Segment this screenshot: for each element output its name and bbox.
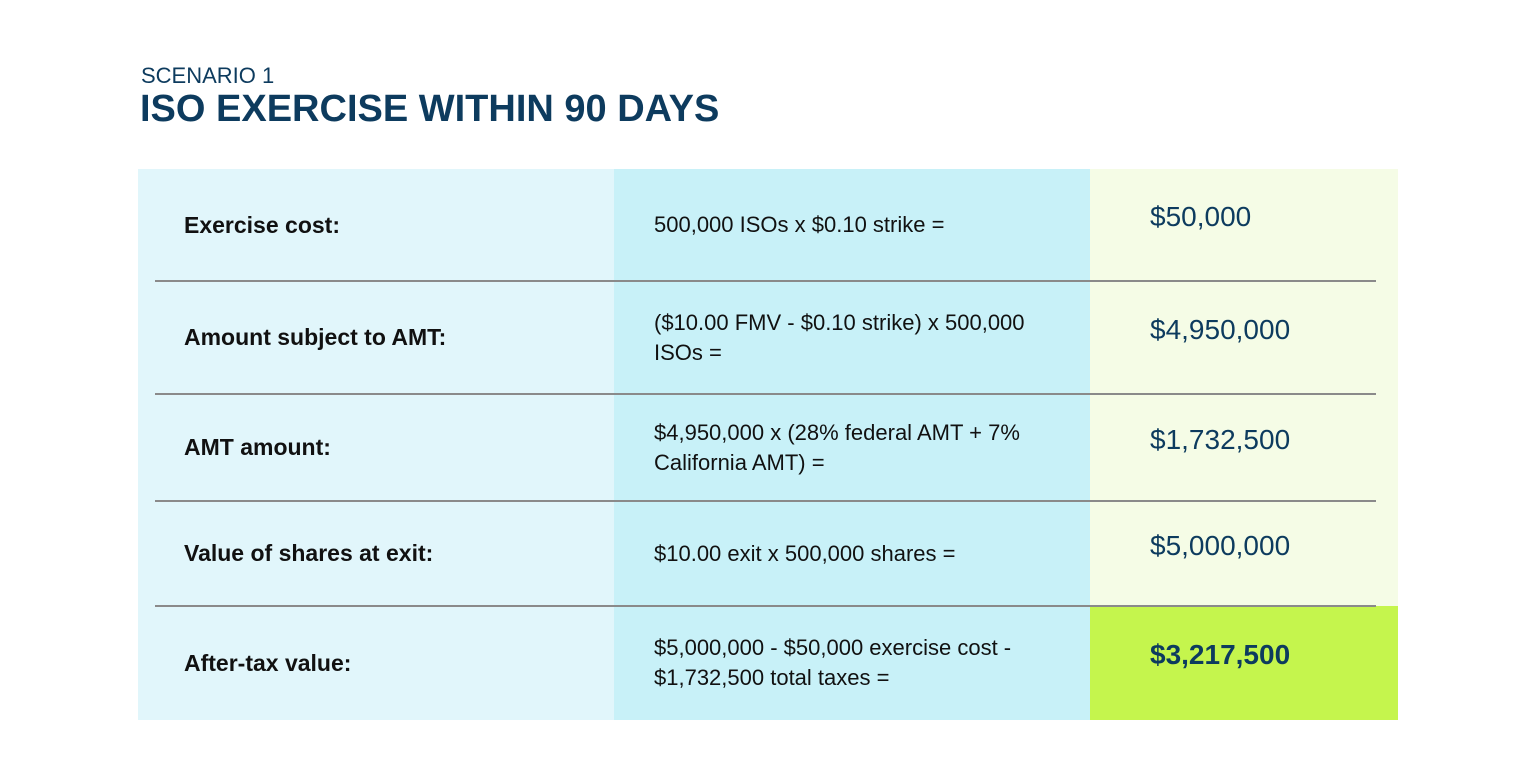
label: After-tax value: (184, 649, 352, 676)
formula: $10.00 exit x 500,000 shares = (654, 540, 956, 566)
table-row: Value of shares at exit: $10.00 exit x 50… (138, 500, 1398, 606)
formula: 500,000 ISOs x $0.10 strike = (654, 212, 945, 237)
row-separator (155, 500, 1376, 502)
result: $3,217,500 (1150, 639, 1291, 670)
label: Exercise cost: (184, 211, 340, 238)
label: Value of shares at exit: (184, 540, 434, 566)
table-row: AMT amount: $4,950,000 x (28% federal AMT… (138, 393, 1398, 501)
table-row: Amount subject to AMT: ($10.00 FMV - $0.1… (138, 280, 1398, 394)
eyebrow: SCENARIO 1 (141, 63, 275, 88)
label: Amount subject to AMT: (184, 324, 447, 350)
result: $50,000 (1150, 201, 1252, 232)
table: Exercise cost: 500,000 ISOs x $0.10 strik… (138, 169, 1398, 720)
formula: ($10.00 FMV - $0.10 strike) x 500,000 IS… (654, 309, 1025, 365)
col-bg (614, 169, 1090, 720)
row-separator (155, 280, 1376, 282)
result: $1,732,500 (1150, 423, 1291, 455)
col-bg (138, 169, 614, 720)
formula: $4,950,000 x (28% federal AMT + 7% Calif… (654, 419, 1020, 475)
label: AMT amount: (184, 434, 331, 460)
table-row: Exercise cost: 500,000 ISOs x $0.10 strik… (138, 169, 1398, 281)
row-separator (155, 605, 1376, 607)
result: $4,950,000 (1150, 313, 1291, 345)
row-separator (155, 393, 1376, 395)
highlight (1090, 606, 1398, 720)
result: $5,000,000 (1150, 529, 1291, 561)
table-row: After-tax value: $5,000,000 - $50,000 exe… (138, 605, 1398, 720)
title: ISO EXERCISE WITHIN 90 DAYS (140, 88, 720, 130)
formula: $5,000,000 - $50,000 exercise cost - $1,… (654, 635, 1012, 690)
